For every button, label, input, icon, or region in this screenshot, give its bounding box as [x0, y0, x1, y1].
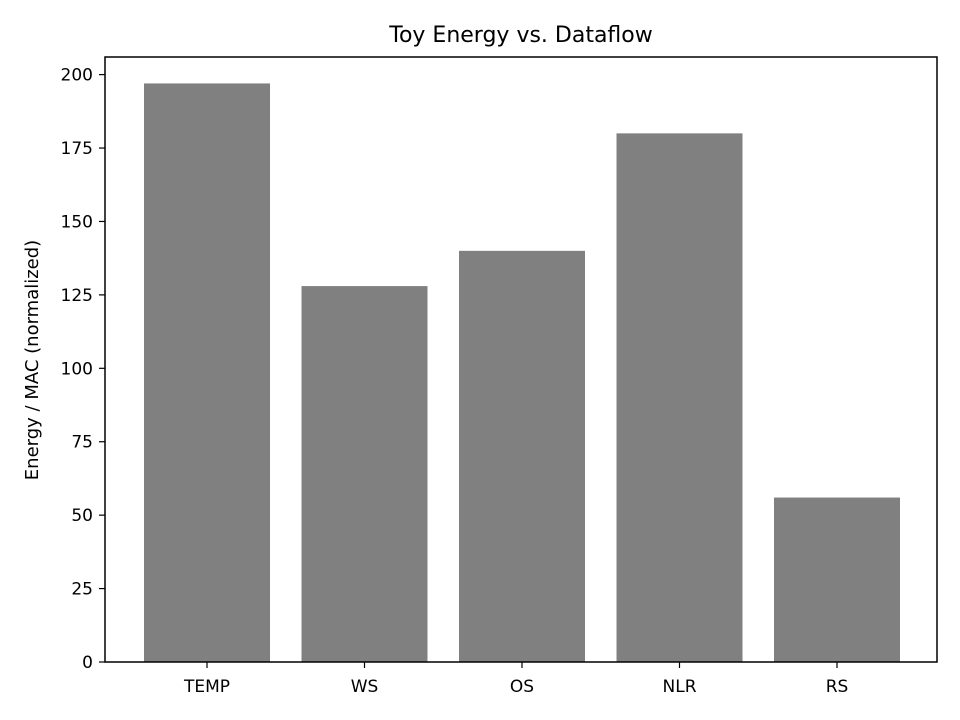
y-tick-label: 175	[61, 139, 93, 159]
y-tick-label: 150	[61, 212, 93, 232]
bar-temp	[144, 83, 270, 663]
bar-series	[144, 83, 900, 663]
y-tick-label: 100	[61, 359, 93, 379]
y-tick-label: 125	[61, 286, 93, 306]
bar-nlr	[616, 133, 743, 662]
y-tick-label: 0	[82, 653, 93, 673]
x-tick-label: RS	[826, 677, 849, 697]
y-tick-label: 50	[71, 506, 93, 526]
x-axis-ticks: TEMP WS OS NLR RS	[183, 662, 848, 697]
y-axis-label: Energy / MAC (normalized)	[22, 240, 43, 480]
x-tick-label: WS	[351, 677, 379, 697]
y-tick-label: 25	[71, 580, 93, 600]
plot-frame	[104, 56, 938, 663]
x-tick-label: TEMP	[183, 677, 230, 697]
bar-ws	[301, 286, 428, 662]
y-tick-label: 200	[61, 66, 93, 86]
x-tick-label: OS	[510, 677, 534, 697]
bar-rs	[774, 497, 900, 662]
y-tick-label: 75	[71, 433, 93, 453]
bar-os	[459, 250, 585, 662]
y-axis-ticks: 0 25 50 75 100 125 150 175 200	[61, 66, 105, 673]
chart-title: Toy Energy vs. Dataflow	[388, 23, 653, 48]
x-tick-label: NLR	[663, 677, 697, 697]
